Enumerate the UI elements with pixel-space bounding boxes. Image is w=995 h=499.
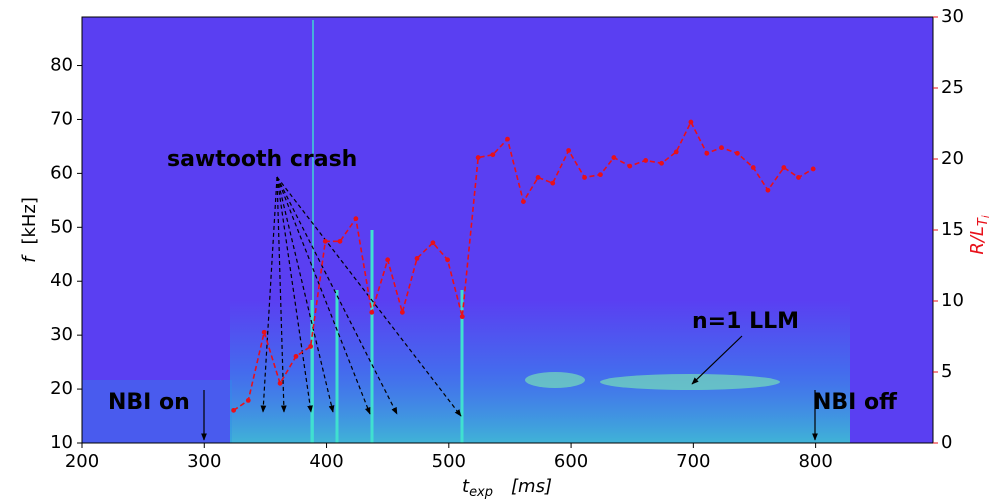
y-tick-label: 50 — [50, 216, 73, 237]
y2-tick-label: 20 — [941, 148, 964, 169]
y2-tick-label: 15 — [941, 219, 964, 240]
annotation: sawtooth crash — [167, 147, 357, 172]
data-point — [796, 175, 801, 180]
x-axis-label: texp [ms] — [462, 476, 552, 499]
annotation-arrow — [691, 335, 743, 385]
data-point — [781, 165, 787, 170]
data-point — [505, 136, 510, 142]
x-tick-label: 400 — [309, 451, 343, 472]
data-point — [659, 160, 664, 166]
data-point — [353, 216, 359, 222]
data-point — [704, 150, 710, 156]
y-tick-label: 10 — [50, 432, 73, 453]
y-label-unit: [kHz] — [19, 197, 40, 244]
data-point — [520, 199, 526, 205]
data-point — [459, 314, 465, 320]
y2-label-subsubscript: i — [981, 215, 992, 218]
y2-tick-label: 10 — [941, 290, 964, 311]
y-tick-label: 80 — [50, 55, 73, 76]
y2-tick-label: 5 — [941, 361, 952, 382]
x-tick-label: 300 — [187, 451, 221, 472]
spectrogram-low-band — [230, 300, 850, 443]
data-point — [611, 155, 617, 160]
spectrogram-mode — [525, 372, 585, 388]
data-point — [277, 380, 283, 386]
data-point — [385, 257, 391, 263]
x-label-subscript: exp — [469, 485, 493, 499]
x-tick-label: 800 — [798, 451, 832, 472]
data-point — [245, 398, 251, 403]
y-tick-label: 60 — [50, 162, 73, 183]
data-point — [550, 180, 556, 186]
data-point — [582, 175, 587, 180]
annotation-arrow — [276, 176, 398, 415]
y-label-symbol: f — [19, 254, 40, 263]
x-label-symbol: t — [462, 476, 470, 497]
annotation: n=1 LLM — [692, 309, 799, 334]
y-tick-label: 70 — [50, 108, 73, 129]
data-point — [810, 166, 816, 172]
data-point — [308, 344, 314, 349]
data-point — [337, 238, 343, 244]
data-point — [399, 309, 405, 315]
x-label-unit: [ms] — [511, 476, 552, 497]
y2-axis-label: R/LTi — [967, 215, 992, 255]
spectrogram-patch — [82, 380, 232, 443]
data-point — [750, 165, 756, 170]
data-point — [369, 309, 375, 315]
data-point — [765, 187, 771, 193]
data-point — [293, 353, 299, 359]
y-tick-label: 30 — [50, 324, 73, 345]
annotation: NBI on — [108, 390, 190, 415]
data-point — [598, 172, 603, 178]
data-point — [231, 407, 237, 413]
data-point — [261, 329, 267, 335]
x-tick-label: 600 — [554, 451, 588, 472]
annotation-arrow — [276, 176, 371, 415]
x-tick-label: 500 — [432, 451, 466, 472]
data-point — [430, 240, 436, 246]
annotations: sawtooth crash n=1 LLM NBI on NBI off — [108, 147, 898, 441]
data-point — [445, 257, 450, 263]
data-point — [734, 150, 740, 156]
data-point — [673, 149, 679, 155]
y2-tick-label: 0 — [941, 432, 952, 453]
data-point — [322, 238, 328, 244]
data-point — [688, 119, 694, 125]
data-point — [475, 155, 481, 160]
annotation: NBI off — [813, 390, 898, 415]
data-point — [719, 145, 724, 151]
annotation-arrow — [276, 176, 313, 413]
spectrogram — [82, 17, 933, 443]
annotation-arrow — [260, 176, 278, 413]
data-point — [490, 152, 496, 158]
y-axis-label: f [kHz] — [19, 197, 40, 263]
x-tick-label: 200 — [65, 451, 99, 472]
y2-label-subscript: T — [976, 217, 991, 226]
data-point — [414, 256, 420, 261]
y-tick-label: 20 — [50, 378, 73, 399]
data-point — [627, 163, 633, 169]
data-point — [643, 158, 649, 163]
y2-label-symbol: R/L — [967, 226, 988, 255]
spectrogram-mode — [600, 374, 780, 390]
y2-tick-label: 25 — [941, 77, 964, 98]
y2-tick-label: 30 — [941, 6, 964, 27]
data-point — [566, 148, 572, 153]
data-point — [535, 175, 541, 180]
y-tick-label: 40 — [50, 270, 73, 291]
annotation-arrow — [276, 176, 335, 413]
x-tick-label: 700 — [676, 451, 710, 472]
